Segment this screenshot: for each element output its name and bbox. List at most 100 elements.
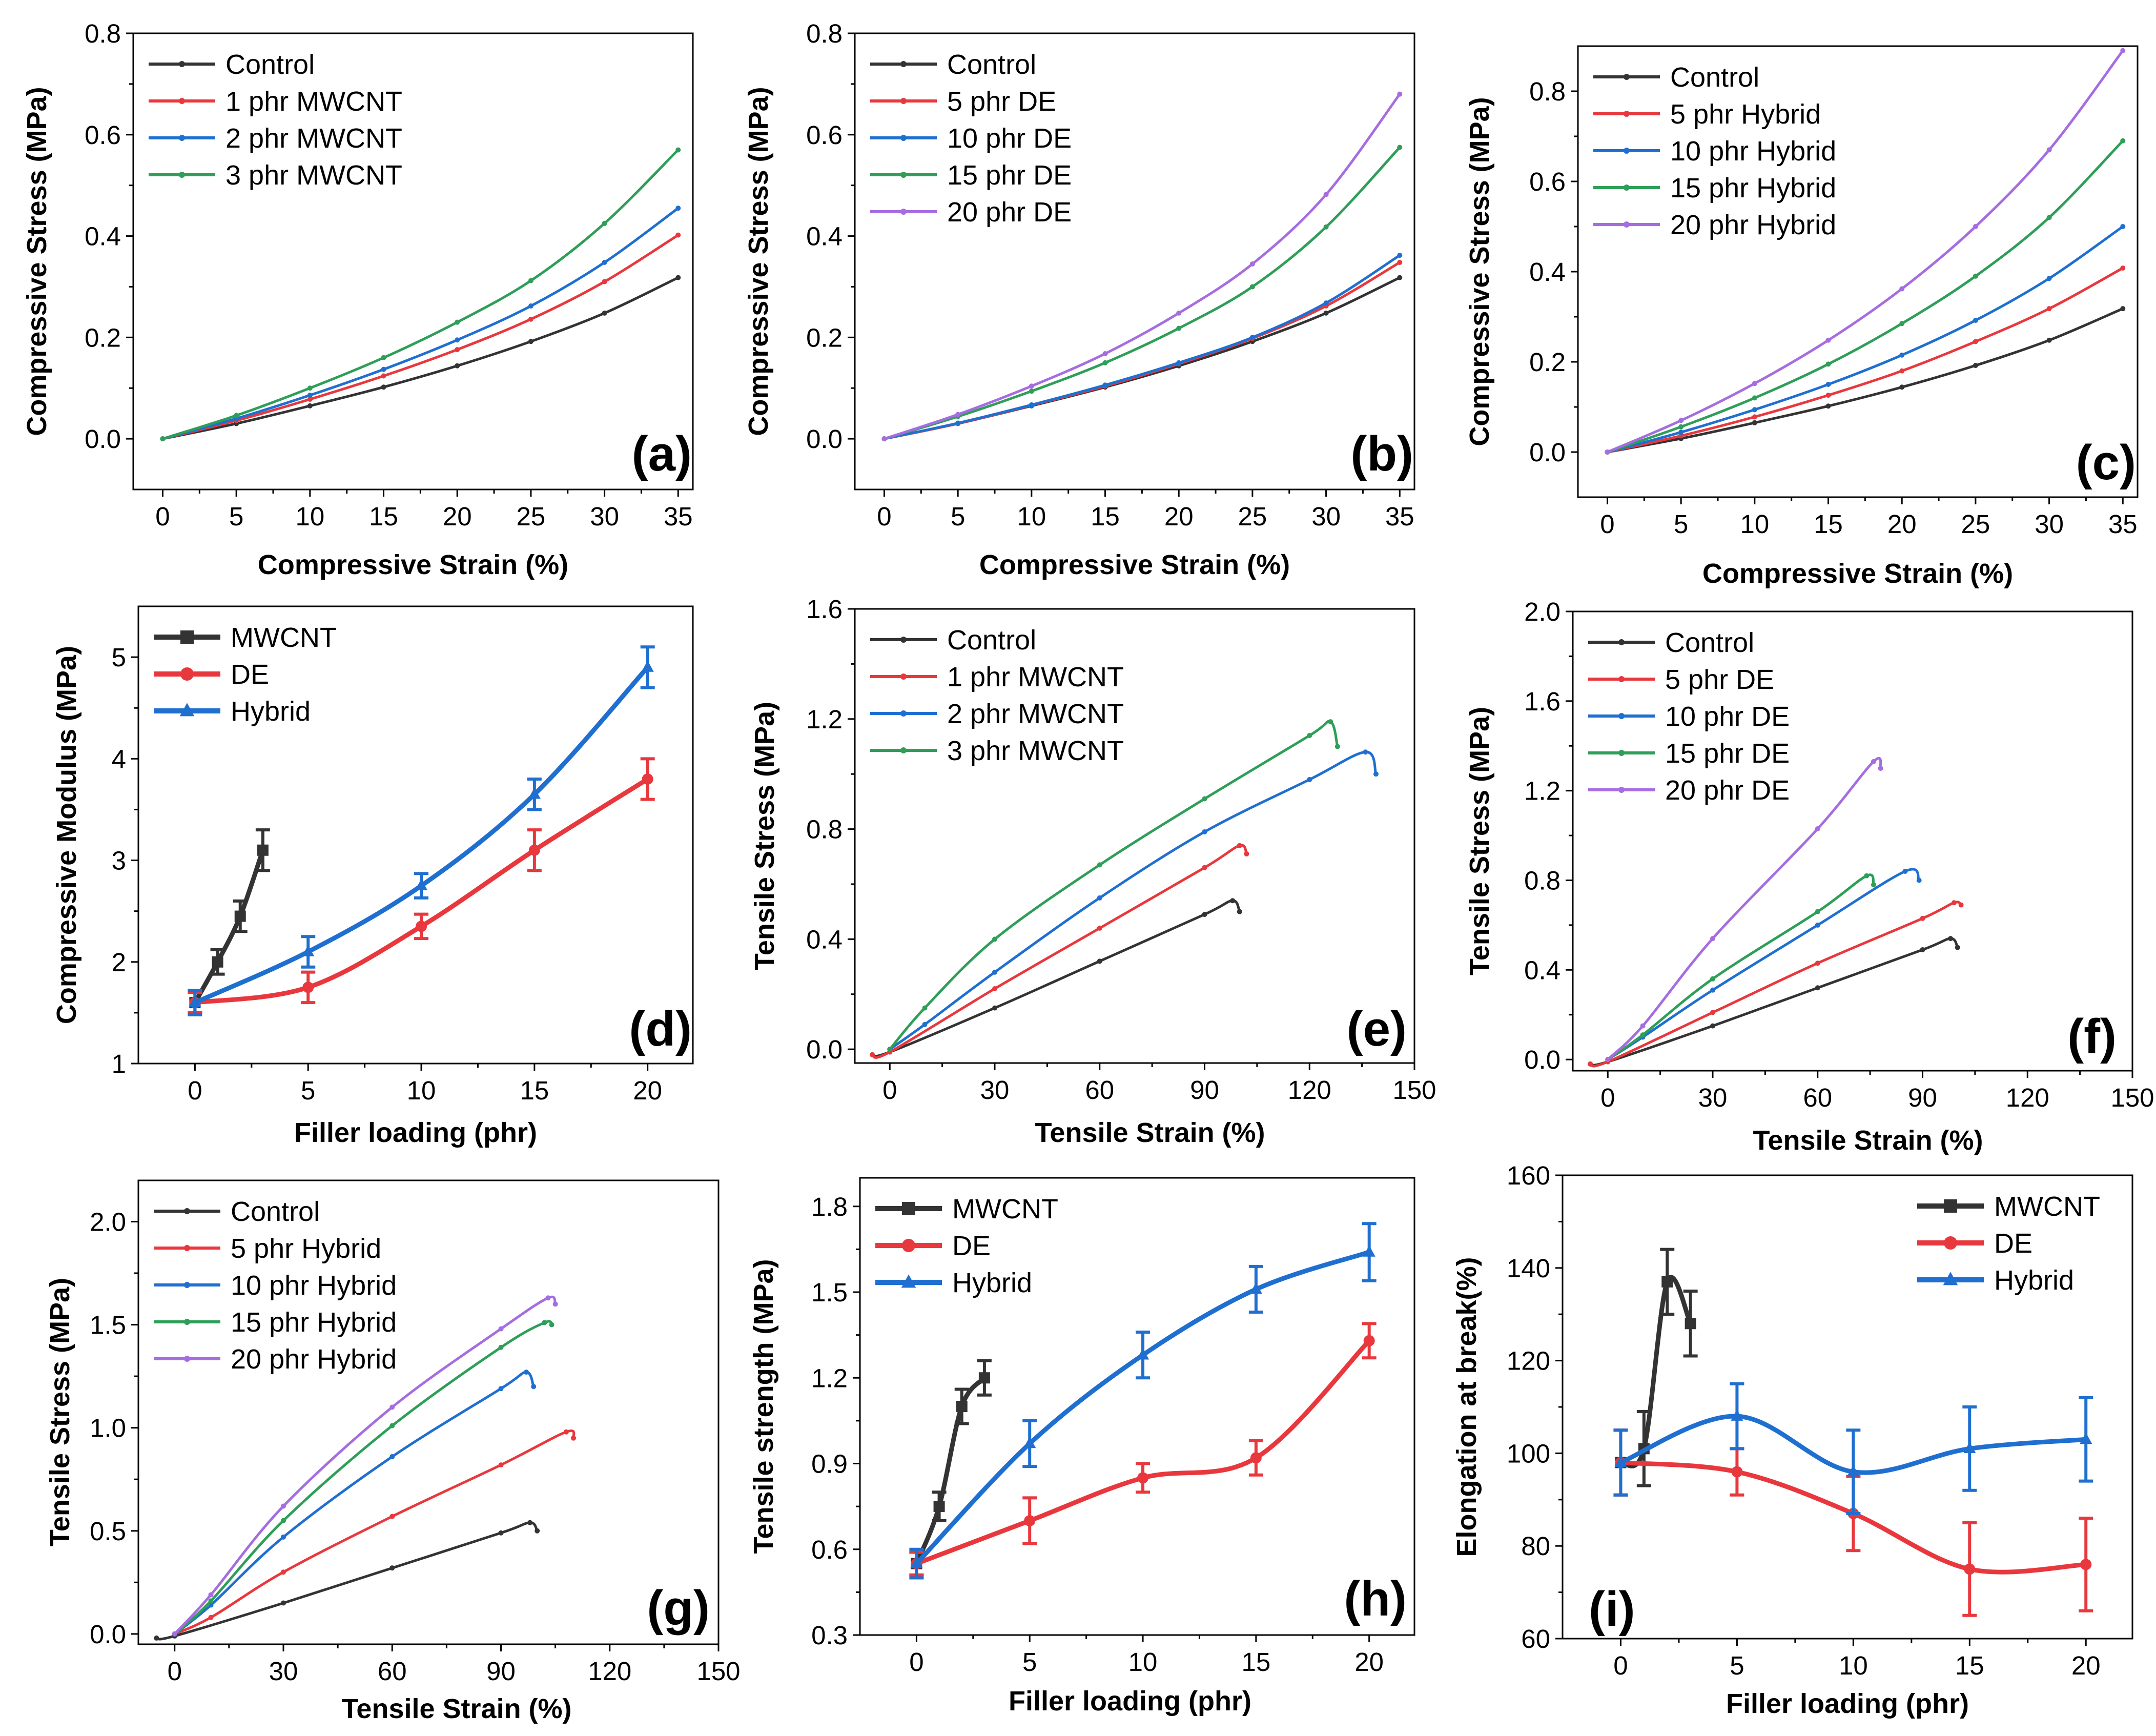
- x-tick-label: 10: [1128, 1647, 1158, 1677]
- data-point: [642, 773, 653, 785]
- legend-marker: [179, 61, 185, 67]
- x-tick-label: 120: [2006, 1083, 2049, 1112]
- y-tick-label: 1: [112, 1049, 126, 1078]
- series-line: [871, 844, 1248, 1059]
- data-point: [602, 220, 607, 226]
- data-point: [1137, 1472, 1149, 1484]
- axis-ticks: 0 5 10 15 20 0.3 0.6 0.9 1.2 1.5 1.8: [811, 1192, 1384, 1677]
- y-tick-label: 0.8: [1524, 866, 1560, 895]
- series-line: [173, 1295, 557, 1635]
- series-line: [915, 1250, 1370, 1565]
- data-point: [1334, 744, 1340, 749]
- x-tick-label: 30: [1311, 502, 1341, 531]
- data-point: [1899, 321, 1905, 326]
- data-point: [1323, 192, 1329, 197]
- data-series: [1588, 757, 1964, 1068]
- data-point: [2120, 138, 2126, 144]
- data-point: [675, 147, 681, 153]
- legend-marker: [1618, 713, 1625, 719]
- legend-label: DE: [1994, 1228, 2032, 1259]
- data-series: [1605, 48, 2126, 455]
- data-point: [257, 844, 269, 856]
- legend: Control 1 phr MWCNT 2 phr MWCNT 3 phr MWCNT: [870, 625, 1124, 766]
- legend-marker: [900, 209, 907, 215]
- data-point: [281, 1503, 286, 1509]
- x-tick-label: 20: [633, 1076, 662, 1105]
- panel-label: (g): [647, 1581, 710, 1636]
- y-axis-label: Tensile Stress (MPa): [1464, 707, 1495, 975]
- data-point: [455, 319, 460, 325]
- data-point: [527, 1520, 533, 1525]
- x-tick-label: 120: [1288, 1075, 1331, 1105]
- data-point: [281, 1534, 286, 1540]
- x-tick-label: 5: [229, 502, 243, 531]
- x-axis-label: Filler loading (phr): [294, 1117, 537, 1148]
- series-line: [884, 254, 1401, 440]
- data-point: [1710, 936, 1715, 942]
- data-point: [307, 385, 313, 391]
- data-point: [528, 303, 533, 309]
- panel-label: (i): [1589, 1582, 1635, 1637]
- data-point: [2120, 265, 2126, 271]
- legend-label: DE: [952, 1231, 991, 1261]
- legend-marker: [1618, 676, 1625, 682]
- x-tick-label: 25: [517, 502, 546, 531]
- x-tick-label: 30: [2035, 509, 2064, 539]
- data-point: [902, 1239, 915, 1252]
- data-point: [208, 1615, 214, 1620]
- data-point: [2046, 306, 2052, 312]
- data-point: [1250, 1452, 1262, 1464]
- x-tick-label: 0: [1600, 509, 1614, 539]
- y-tick-label: 0.3: [811, 1621, 848, 1650]
- data-point: [992, 986, 997, 992]
- data-point: [1640, 1023, 1646, 1029]
- data-point: [1323, 310, 1329, 316]
- data-point: [528, 278, 533, 283]
- x-tick-label: 90: [1190, 1075, 1219, 1105]
- data-point: [545, 1295, 551, 1301]
- data-point: [234, 413, 239, 418]
- x-tick-label: 0: [877, 502, 891, 531]
- legend-label: 10 phr DE: [1665, 701, 1790, 732]
- x-tick-label: 20: [443, 502, 472, 531]
- data-point: [498, 1326, 504, 1332]
- x-tick-label: 0: [155, 502, 170, 531]
- x-tick-label: 0: [168, 1657, 182, 1686]
- legend-label: Hybrid: [231, 696, 311, 727]
- legend-label: 2 phr MWCNT: [947, 699, 1124, 729]
- legend-label: 10 phr Hybrid: [231, 1270, 397, 1301]
- data-point: [1825, 382, 1831, 387]
- legend: MWCNT DE Hybrid: [154, 622, 337, 727]
- series-line: [162, 276, 679, 440]
- legend-marker: [1624, 221, 1630, 228]
- data-point: [1097, 958, 1102, 964]
- data-point: [2120, 48, 2126, 53]
- data-point: [901, 1274, 916, 1288]
- series-line: [1607, 868, 1920, 1061]
- x-axis-label: Compressive Strain (%): [1702, 558, 2013, 589]
- panel-label: (f): [2067, 1009, 2117, 1064]
- data-point: [1397, 91, 1403, 97]
- y-tick-label: 0.2: [85, 323, 121, 352]
- legend-label: 10 phr Hybrid: [1670, 136, 1836, 167]
- data-point: [1249, 335, 1255, 340]
- data-point: [281, 1569, 286, 1575]
- y-tick-label: 0.4: [806, 925, 843, 954]
- panel-i: 0 5 10 15 20 60 80 100 120 140 160 MWCNT DE Hybrid F…: [1451, 1161, 2133, 1719]
- data-point: [1871, 759, 1876, 764]
- panel-label: (a): [632, 426, 692, 481]
- x-tick-label: 20: [1164, 502, 1194, 531]
- data-point: [1815, 826, 1820, 831]
- data-point: [389, 1423, 395, 1428]
- data-point: [1230, 898, 1236, 904]
- data-point: [307, 396, 313, 402]
- y-tick-label: 1.5: [811, 1278, 848, 1307]
- data-point: [1731, 1466, 1743, 1478]
- data-point: [1249, 261, 1255, 267]
- data-point: [1323, 224, 1329, 230]
- data-point: [1943, 1272, 1958, 1285]
- x-tick-label: 0: [909, 1647, 923, 1677]
- y-tick-label: 0.8: [806, 19, 843, 48]
- legend-label: 20 phr Hybrid: [231, 1344, 397, 1375]
- data-point: [179, 703, 195, 717]
